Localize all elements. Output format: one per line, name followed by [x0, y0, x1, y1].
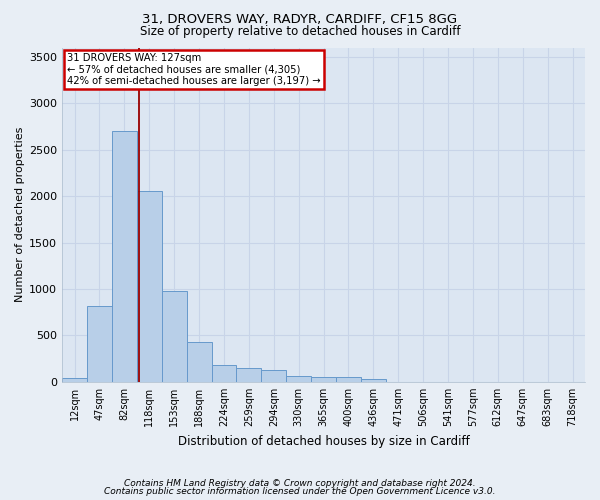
Bar [286, 376, 311, 382]
Bar [262, 370, 286, 382]
Text: Contains public sector information licensed under the Open Government Licence v3: Contains public sector information licen… [104, 487, 496, 496]
Bar [137, 192, 162, 382]
Bar [212, 365, 236, 382]
Text: Contains HM Land Registry data © Crown copyright and database right 2024.: Contains HM Land Registry data © Crown c… [124, 478, 476, 488]
Bar [112, 131, 137, 382]
Bar [361, 378, 386, 382]
Bar [236, 368, 262, 382]
Text: Size of property relative to detached houses in Cardiff: Size of property relative to detached ho… [140, 25, 460, 38]
Bar [62, 378, 87, 382]
Bar [311, 376, 336, 382]
Bar [162, 291, 187, 382]
X-axis label: Distribution of detached houses by size in Cardiff: Distribution of detached houses by size … [178, 434, 469, 448]
Y-axis label: Number of detached properties: Number of detached properties [15, 127, 25, 302]
Bar [87, 306, 112, 382]
Bar [336, 376, 361, 382]
Bar [187, 342, 212, 382]
Text: 31 DROVERS WAY: 127sqm
← 57% of detached houses are smaller (4,305)
42% of semi-: 31 DROVERS WAY: 127sqm ← 57% of detached… [67, 52, 321, 86]
Text: 31, DROVERS WAY, RADYR, CARDIFF, CF15 8GG: 31, DROVERS WAY, RADYR, CARDIFF, CF15 8G… [142, 12, 458, 26]
